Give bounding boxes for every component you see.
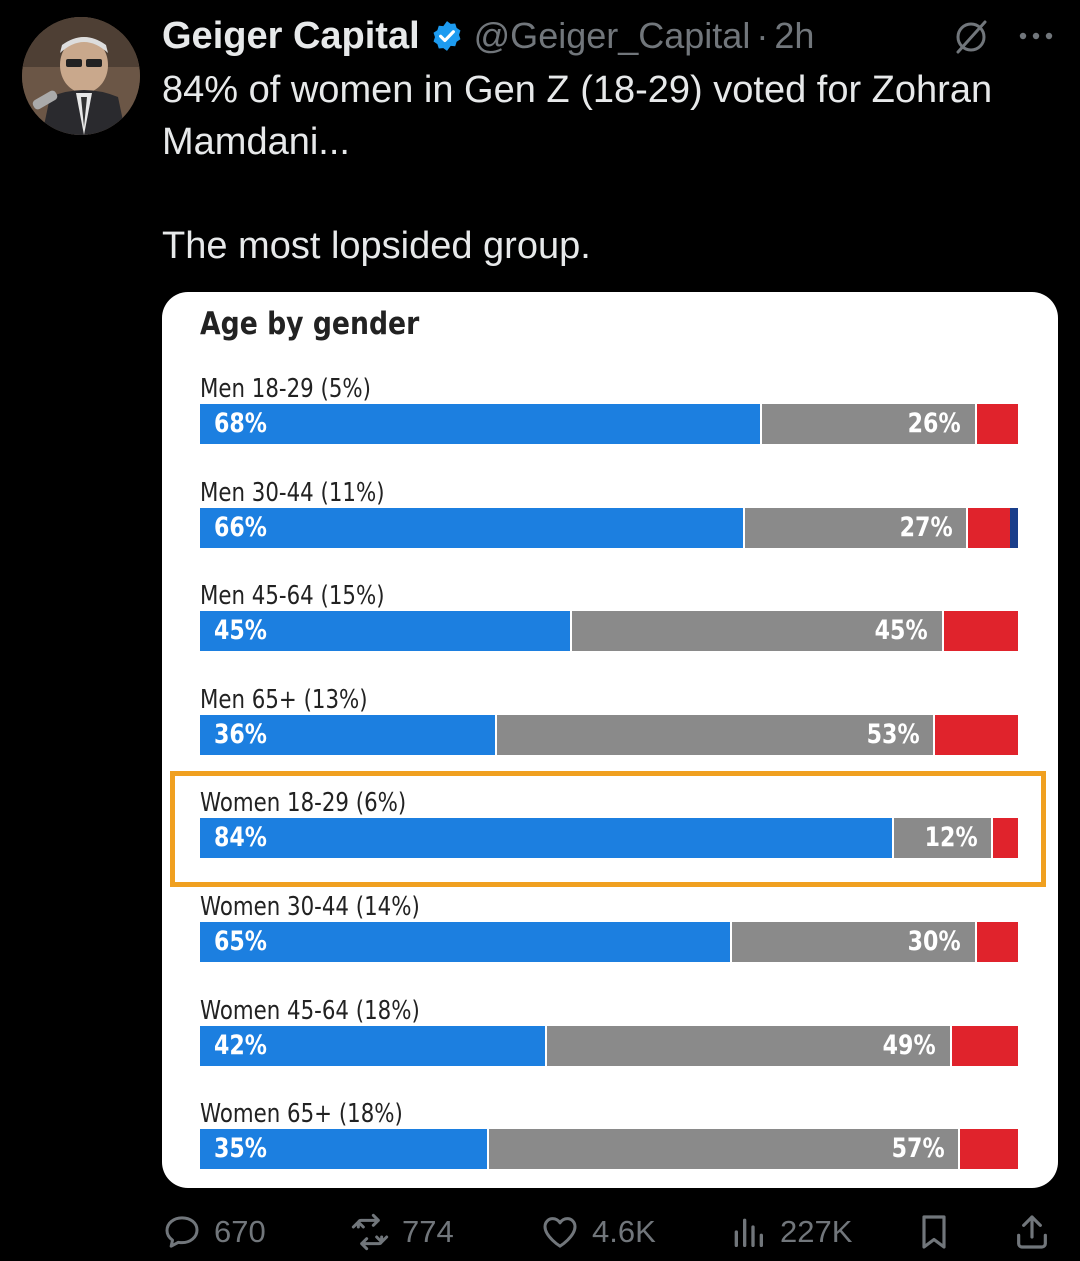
- author-name[interactable]: Geiger Capital: [162, 14, 420, 57]
- other-candidate-segment: 49%: [547, 1025, 952, 1066]
- republican-segment: [968, 507, 1010, 548]
- democratic-segment: 36%: [200, 714, 498, 755]
- value-label: 42%: [214, 1029, 268, 1061]
- chart-row: Women 30-44 (14%) 65% 30%: [200, 892, 1018, 988]
- reply-button[interactable]: 670: [162, 1206, 266, 1258]
- republican-segment: [993, 818, 1018, 859]
- chart-row: Women 65+ (18%) 35% 57%: [200, 1099, 1018, 1188]
- retweet-count: 774: [402, 1214, 454, 1249]
- retweet-icon: [351, 1213, 389, 1251]
- share-button[interactable]: [1012, 1206, 1064, 1258]
- tweet-time[interactable]: 2h: [774, 15, 815, 56]
- row-label: Women 65+ (18%): [200, 1099, 403, 1130]
- democratic-segment: 45%: [200, 611, 572, 652]
- row-label: Men 18-29 (5%): [200, 374, 371, 404]
- stacked-bar: 36% 53%: [200, 714, 1018, 755]
- chart-row: Men 18-29 (5%) 68% 26%: [200, 374, 1018, 470]
- chart-image[interactable]: Age by gender Men 18-29 (5%) 68% 26% Men 30…: [162, 292, 1058, 1188]
- democratic-segment: 65%: [200, 922, 732, 962]
- row-label: Women 30-44 (14%): [200, 892, 420, 922]
- value-label: 65%: [214, 926, 268, 957]
- retweet-button[interactable]: 774: [350, 1206, 454, 1258]
- value-label: 57%: [891, 1133, 945, 1165]
- republican-segment: [943, 611, 1018, 652]
- value-label: 45%: [214, 615, 268, 647]
- bookmark-button[interactable]: [914, 1206, 966, 1258]
- stacked-bar: 45% 45%: [200, 611, 1018, 652]
- action-bar: 670 774 4.6K 227K: [162, 1206, 1062, 1258]
- avatar[interactable]: [22, 17, 140, 135]
- democratic-segment: 84%: [200, 818, 895, 859]
- chart-row: Women 18-29 (6%) 84% 12%: [200, 788, 1018, 884]
- value-label: 27%: [899, 511, 953, 543]
- stacked-bar: 65% 30%: [200, 922, 1018, 962]
- value-label: 53%: [866, 718, 920, 750]
- avatar-image: [22, 17, 140, 135]
- democratic-segment: 66%: [200, 507, 746, 548]
- stacked-bar: 66% 27%: [200, 507, 1018, 548]
- author-handle[interactable]: @Geiger_Capital: [473, 15, 751, 56]
- value-label: 12%: [924, 822, 978, 854]
- value-label: 26%: [907, 408, 961, 439]
- stacked-bar: 84% 12%: [200, 818, 1018, 859]
- democratic-segment: 35%: [200, 1129, 490, 1170]
- republican-segment: [976, 404, 1018, 444]
- verified-badge-icon: [433, 21, 461, 51]
- tweet-header: Geiger Capital @Geiger_Capital · 2h: [162, 12, 1062, 60]
- row-label: Men 45-64 (15%): [200, 581, 385, 612]
- other-candidate-segment: 53%: [497, 714, 936, 755]
- republican-segment: [951, 1025, 1018, 1066]
- chart-title: Age by gender: [200, 306, 420, 342]
- chart-row: Women 45-64 (18%) 42% 49%: [200, 996, 1018, 1092]
- views-icon: [734, 1218, 763, 1247]
- like-button[interactable]: 4.6K: [540, 1206, 656, 1258]
- stacked-bar: 35% 57%: [200, 1129, 1018, 1170]
- row-label: Women 18-29 (6%): [200, 788, 407, 819]
- views-count: 227K: [780, 1214, 853, 1249]
- value-label: 66%: [214, 511, 268, 543]
- third-segment: [1009, 507, 1018, 548]
- other-candidate-segment: 26%: [761, 404, 977, 444]
- separator-dot: ·: [756, 15, 769, 56]
- row-label: Women 45-64 (18%): [200, 995, 420, 1026]
- value-label: 68%: [214, 408, 268, 439]
- republican-segment: [935, 714, 1018, 755]
- other-candidate-segment: 57%: [489, 1129, 961, 1170]
- other-candidate-segment: 45%: [571, 611, 944, 652]
- tweet-text: 84% of women in Gen Z (18-29) voted for …: [162, 69, 993, 267]
- heart-icon: [543, 1217, 577, 1248]
- row-label: Men 65+ (13%): [200, 684, 368, 715]
- other-candidate-segment: 27%: [745, 507, 969, 548]
- more-icon[interactable]: [1015, 18, 1057, 54]
- views-button[interactable]: 227K: [728, 1206, 852, 1258]
- value-label: 49%: [882, 1029, 936, 1061]
- reply-icon: [165, 1216, 199, 1248]
- stacked-bar: 42% 49%: [200, 1025, 1018, 1066]
- republican-segment: [977, 922, 1018, 962]
- grok-icon[interactable]: [952, 18, 990, 56]
- value-label: 36%: [214, 718, 268, 750]
- chart-row: Men 45-64 (15%) 45% 45%: [200, 581, 1018, 677]
- republican-segment: [960, 1129, 1018, 1170]
- other-candidate-segment: 12%: [894, 818, 994, 859]
- value-label: 45%: [874, 615, 928, 647]
- value-label: 30%: [908, 926, 962, 957]
- chart-row: Men 30-44 (11%) 66% 27%: [200, 478, 1018, 574]
- value-label: 84%: [214, 822, 268, 854]
- bookmark-icon: [922, 1215, 946, 1249]
- chart-row: Men 65+ (13%) 36% 53%: [200, 685, 1018, 781]
- value-label: 35%: [214, 1133, 268, 1165]
- democratic-segment: 68%: [200, 404, 762, 444]
- reply-count: 670: [214, 1214, 266, 1249]
- democratic-segment: 42%: [200, 1025, 548, 1066]
- share-icon: [1017, 1215, 1047, 1249]
- stacked-bar: 68% 26%: [200, 404, 1018, 444]
- other-candidate-segment: 30%: [731, 922, 978, 962]
- like-count: 4.6K: [592, 1214, 656, 1249]
- row-label: Men 30-44 (11%): [200, 477, 385, 508]
